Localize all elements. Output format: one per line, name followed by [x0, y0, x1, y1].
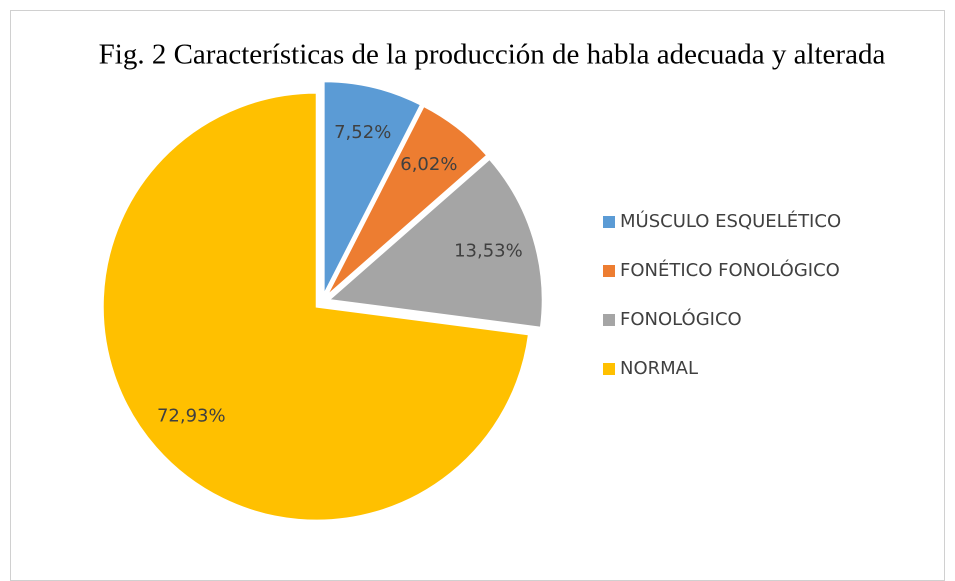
data-label: 6,02%	[400, 154, 457, 175]
pie-slice	[325, 104, 489, 298]
data-label: 7,52%	[334, 122, 391, 143]
legend-swatch	[603, 216, 615, 228]
legend-label: FONÉTICO FONOLÓGICO	[620, 259, 840, 281]
legend-label: FONOLÓGICO	[620, 308, 742, 330]
legend-swatch	[603, 314, 615, 326]
pie-slice	[101, 91, 531, 522]
legend-swatch	[603, 265, 615, 277]
legend-swatch	[603, 363, 615, 375]
data-label: 13,53%	[454, 240, 523, 261]
pie-slice	[326, 157, 544, 329]
legend-label: MÚSCULO ESQUELÉTICO	[620, 210, 841, 232]
pie-slice	[322, 80, 423, 296]
chart-title: Fig. 2 Características de la producción …	[99, 39, 886, 71]
data-label: 72,93%	[157, 406, 226, 427]
legend-label: NORMAL	[620, 358, 698, 379]
